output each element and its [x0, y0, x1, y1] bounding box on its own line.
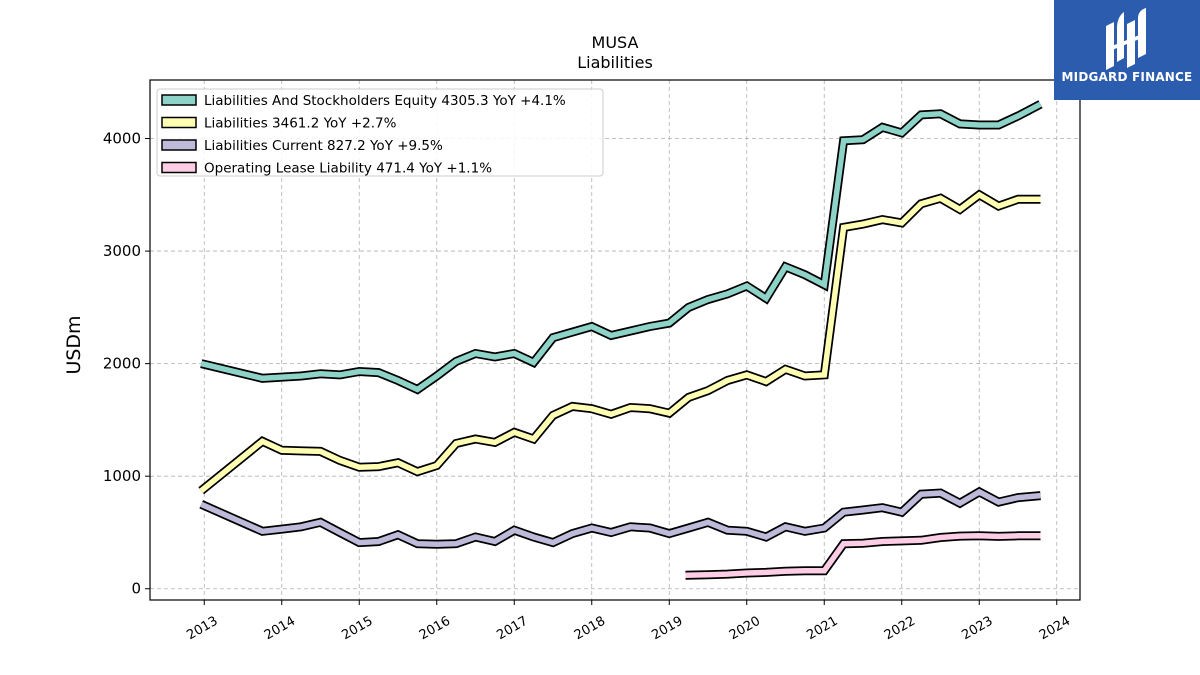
- series-line: [199, 191, 1041, 493]
- chart-title: MUSA: [592, 33, 639, 52]
- x-tick-label: 2024: [1037, 614, 1073, 644]
- series-line: [685, 532, 1041, 578]
- x-tick-label: 2015: [339, 614, 375, 644]
- legend-swatch: [161, 161, 197, 174]
- x-tick-label: 2014: [262, 614, 298, 644]
- y-tick-label: 3000: [103, 242, 141, 260]
- x-tick-label: 2021: [804, 614, 840, 644]
- legend-swatch: [161, 139, 197, 151]
- y-tick-label: 2000: [103, 355, 141, 373]
- legend-box: [156, 88, 604, 177]
- x-tick-label: 2019: [649, 614, 685, 644]
- y-axis-label: USDm: [63, 315, 85, 374]
- series-line: [200, 488, 1041, 548]
- x-tick-label: 2018: [572, 614, 608, 644]
- x-tick-label: 2013: [184, 614, 220, 644]
- legend-swatch: [161, 94, 197, 106]
- y-tick-label: 1000: [103, 467, 141, 485]
- series-line-outline: [198, 189, 1041, 495]
- logo-mark-icon: [1106, 8, 1146, 70]
- legend: Liabilities And Stockholders Equity 4305…: [156, 88, 604, 177]
- x-tick-label: 2017: [494, 614, 530, 644]
- x-tick-label: 2022: [882, 614, 918, 644]
- y-tick-label: 0: [131, 580, 141, 598]
- y-tick-label: 4000: [103, 130, 141, 148]
- legend-entry: Liabilities And Stockholders Equity 4305…: [204, 93, 566, 109]
- x-tick-label: 2023: [959, 614, 995, 644]
- brand-logo: MIDGARD FINANCE: [1054, 0, 1200, 100]
- x-tick-label: 2020: [727, 614, 763, 644]
- x-tick-label: 2016: [417, 614, 453, 644]
- series-lines: [198, 100, 1043, 580]
- legend-swatch: [161, 116, 197, 129]
- brand-name: MIDGARD FINANCE: [1061, 70, 1193, 84]
- legend-entry: Operating Lease Liability 471.4 YoY +1.1…: [204, 161, 492, 177]
- chart-subtitle: Liabilities: [577, 53, 653, 72]
- legend-entry: Liabilities Current 827.2 YoY +9.5%: [204, 138, 443, 154]
- plot-area: [149, 79, 1081, 601]
- series-line: [200, 101, 1042, 393]
- legend-entry: Liabilities 3461.2 YoY +2.7%: [204, 116, 397, 132]
